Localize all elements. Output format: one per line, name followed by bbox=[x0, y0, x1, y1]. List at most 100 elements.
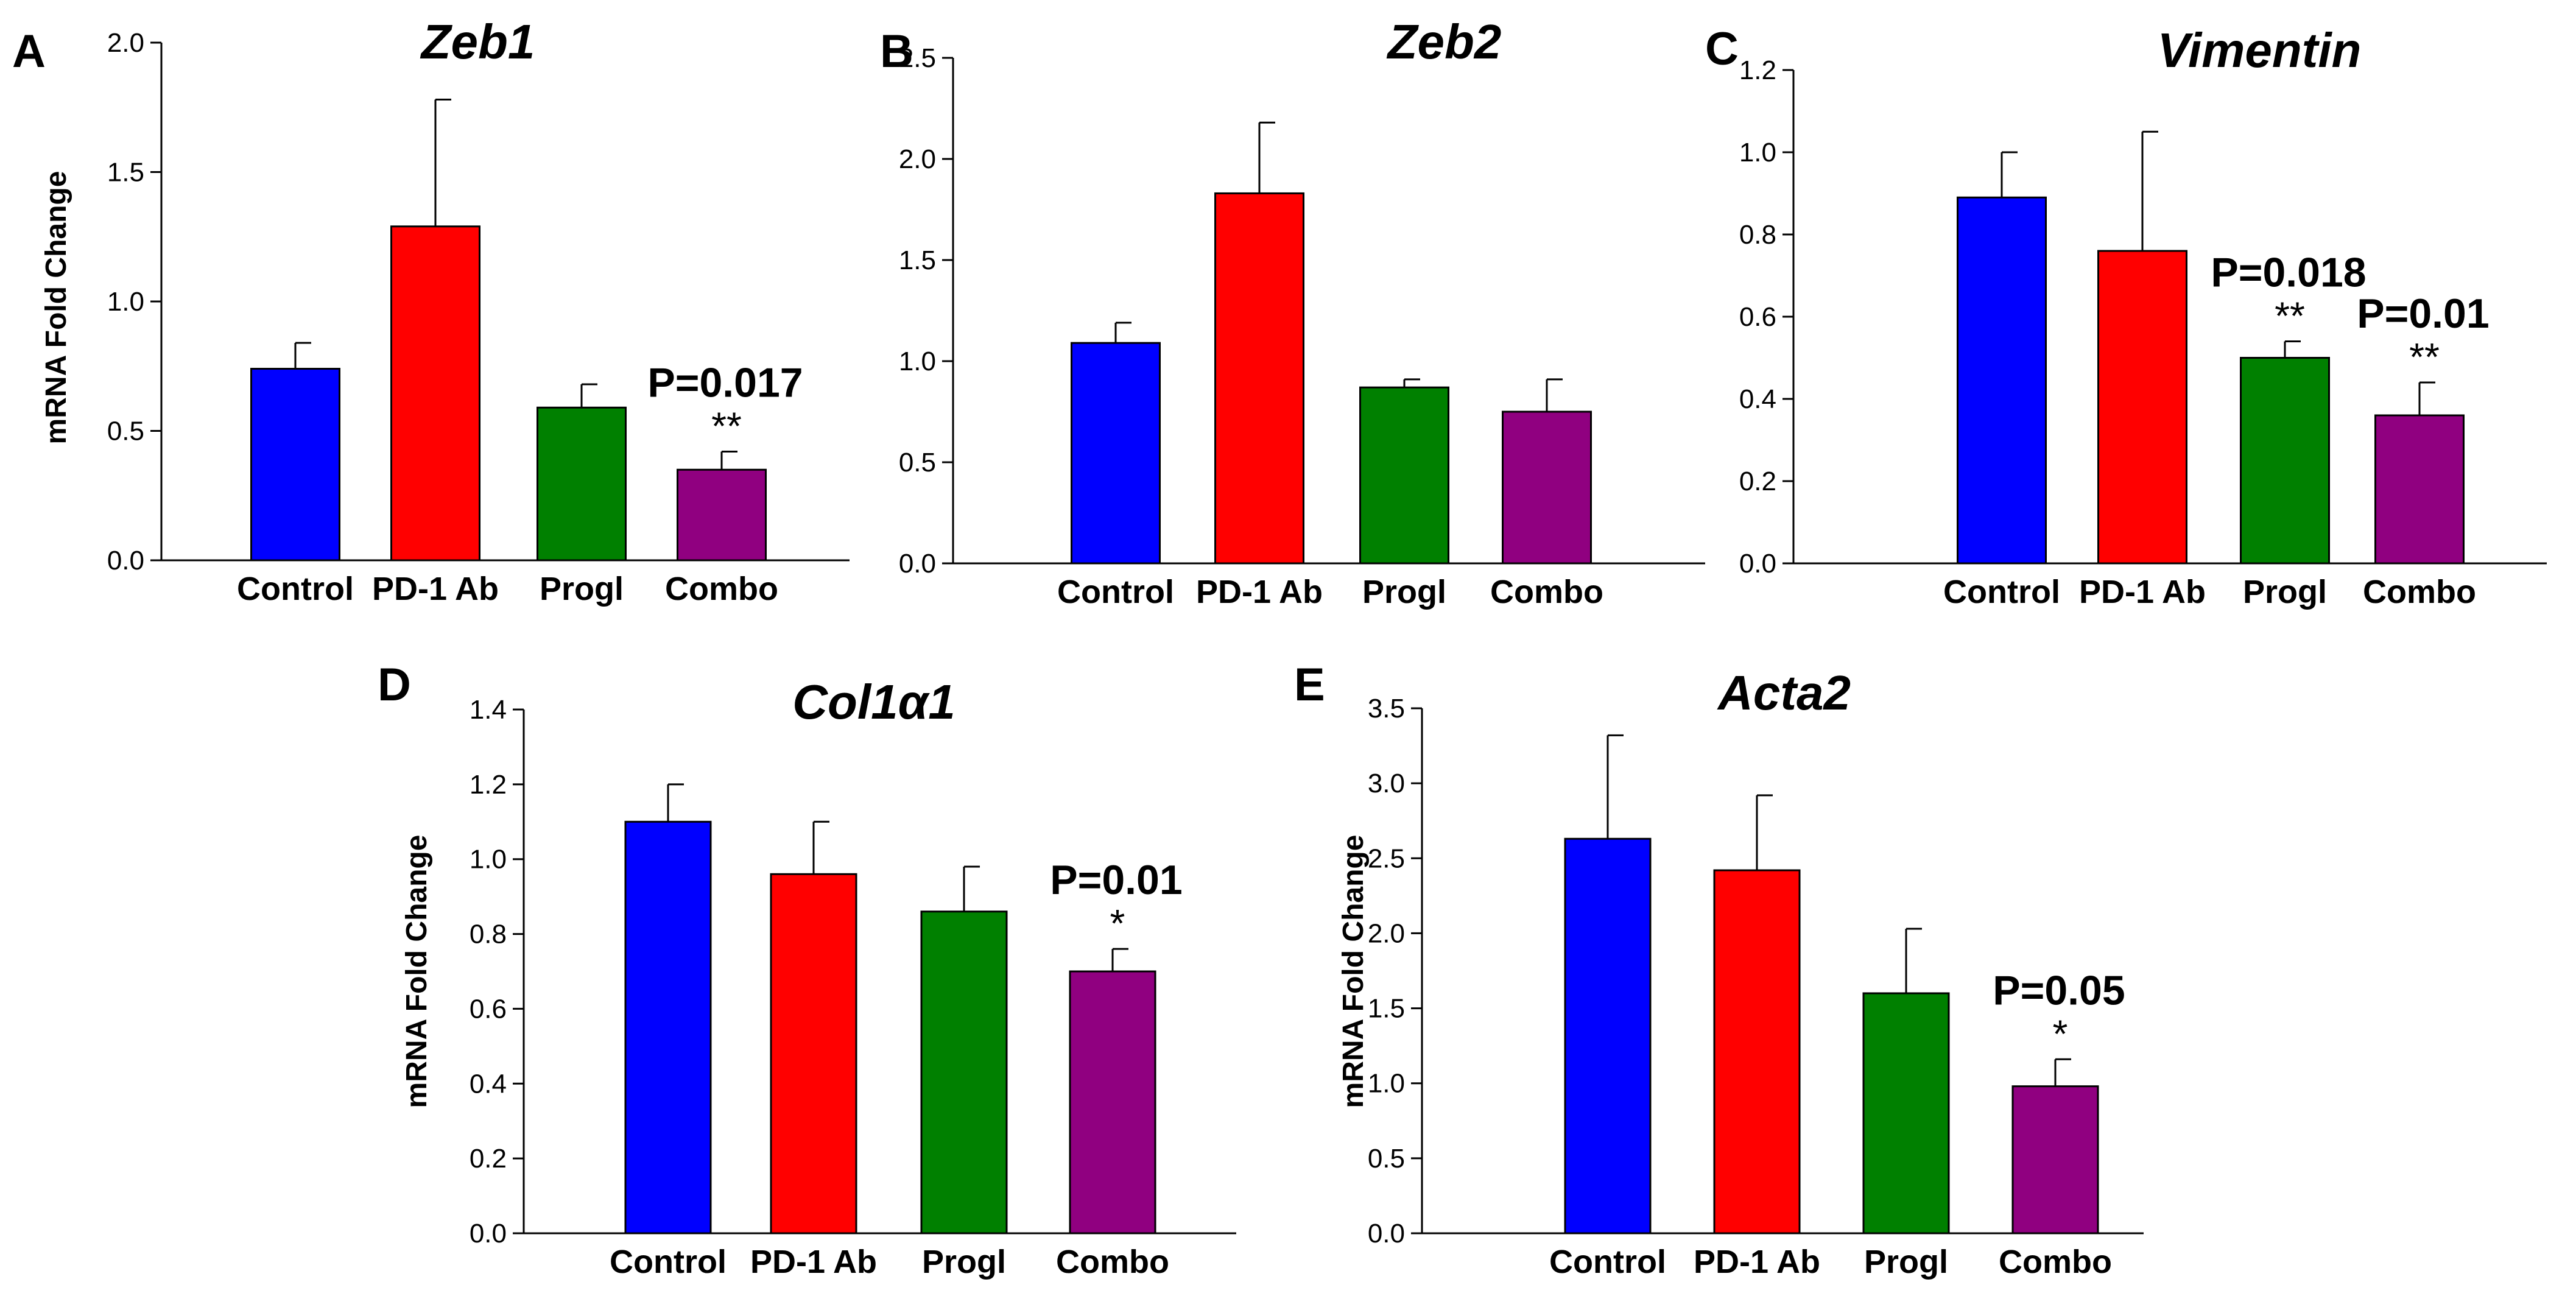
y-tick-label: 1.5 bbox=[107, 158, 144, 188]
bar-pd-1-ab bbox=[390, 225, 480, 562]
bar-progl bbox=[1359, 386, 1449, 565]
p-value-label: P=0.01 bbox=[1050, 857, 1182, 903]
significance-stars: ** bbox=[2409, 335, 2440, 379]
chart-title: Vimentin bbox=[2158, 23, 2362, 77]
x-tick-label: PD-1 Ab bbox=[1694, 1244, 1820, 1280]
x-tick-label: PD-1 Ab bbox=[1196, 574, 1323, 610]
y-tick-label: 0.5 bbox=[899, 448, 936, 477]
bar-pd-1-ab bbox=[1214, 192, 1304, 565]
y-tick-label: 0.0 bbox=[107, 546, 144, 576]
x-tick-label: PD-1 Ab bbox=[372, 571, 499, 607]
p-value-label: P=0.05 bbox=[1993, 967, 2125, 1013]
p-value-label: P=0.01 bbox=[2357, 291, 2489, 337]
bar-control bbox=[1564, 837, 1652, 1234]
bar-progl bbox=[920, 910, 1008, 1234]
x-tick-label: Progl bbox=[922, 1244, 1006, 1280]
bar-combo bbox=[2374, 414, 2465, 565]
x-tick-label: Progl bbox=[2243, 574, 2327, 610]
bar-combo bbox=[677, 468, 767, 562]
x-tick-label: Combo bbox=[2363, 574, 2476, 610]
y-tick-label: 0.4 bbox=[470, 1069, 507, 1099]
y-tick-label: 0.2 bbox=[1739, 467, 1776, 496]
y-tick-label: 0.6 bbox=[1739, 302, 1776, 332]
y-tick-label: 1.5 bbox=[1368, 994, 1405, 1024]
x-tick-label: PD-1 Ab bbox=[750, 1244, 877, 1280]
significance-stars: * bbox=[2053, 1012, 2068, 1055]
bar-pd-1-ab bbox=[1713, 869, 1801, 1234]
y-tick-label: 1.2 bbox=[470, 770, 507, 800]
y-tick-label: 1.0 bbox=[470, 845, 507, 875]
y-tick-label: 0.0 bbox=[1739, 549, 1776, 579]
bar-combo bbox=[1069, 970, 1156, 1234]
p-value-label: P=0.018 bbox=[2211, 250, 2366, 296]
x-tick-label: Combo bbox=[665, 571, 778, 607]
significance-stars: ** bbox=[2275, 294, 2305, 338]
significance-stars: ** bbox=[711, 404, 742, 448]
y-tick-label: 1.4 bbox=[470, 695, 507, 725]
bar-progl bbox=[537, 406, 627, 562]
bar-pd-1-ab bbox=[770, 873, 857, 1234]
y-tick-label: 0.0 bbox=[470, 1219, 507, 1248]
y-tick-label: 0.8 bbox=[1739, 220, 1776, 250]
chart-title: Zeb1 bbox=[420, 15, 535, 69]
chart-title: Col1α1 bbox=[792, 675, 955, 729]
y-tick-label: 0.2 bbox=[470, 1144, 507, 1174]
bar-control bbox=[250, 368, 340, 562]
y-tick-label: 0.4 bbox=[1739, 384, 1776, 414]
y-tick-label: 2.0 bbox=[1368, 918, 1405, 948]
x-tick-label: Control bbox=[610, 1244, 727, 1280]
x-tick-label: Progl bbox=[540, 571, 624, 607]
y-tick-label: 0.5 bbox=[107, 417, 144, 446]
y-tick-label: 2.0 bbox=[107, 28, 144, 58]
y-tick-label: 0.0 bbox=[1368, 1219, 1405, 1248]
significance-stars: * bbox=[1110, 901, 1125, 945]
bar-combo bbox=[1502, 410, 1592, 565]
p-value-label: P=0.017 bbox=[647, 360, 803, 406]
y-tick-label: 1.0 bbox=[1739, 138, 1776, 167]
bar-progl bbox=[1862, 992, 1950, 1234]
y-tick-label: 0.8 bbox=[470, 920, 507, 949]
x-tick-label: Control bbox=[1057, 574, 1174, 610]
chart-title: Acta2 bbox=[1717, 666, 1851, 720]
chart-panel-a: A Zeb1 mRNA Fold Change Control PD-1 Ab Progl… bbox=[12, 15, 850, 607]
x-tick-label: Control bbox=[1943, 574, 2060, 610]
bar-control bbox=[1071, 342, 1161, 565]
x-tick-label: Combo bbox=[1490, 574, 1603, 610]
y-tick-label: 0.5 bbox=[1368, 1144, 1405, 1174]
bar-pd-1-ab bbox=[2097, 250, 2187, 565]
y-tick-label: 2.0 bbox=[899, 144, 936, 174]
bar-combo bbox=[2011, 1085, 2099, 1234]
y-tick-label: 2.5 bbox=[899, 43, 936, 73]
y-tick-label: 1.0 bbox=[899, 347, 936, 376]
y-axis-label: mRNA Fold Change bbox=[40, 171, 72, 445]
x-tick-label: Control bbox=[237, 571, 354, 607]
chart-panel-e: E Acta2 mRNA Fold Change Control PD-1 Ab Prog… bbox=[1294, 659, 2144, 1280]
x-tick-label: Progl bbox=[1864, 1244, 1948, 1280]
y-tick-label: 1.0 bbox=[107, 287, 144, 317]
y-tick-label: 1.0 bbox=[1368, 1069, 1405, 1099]
y-tick-label: 3.0 bbox=[1368, 769, 1405, 798]
bar-control bbox=[624, 820, 712, 1234]
y-tick-label: 3.5 bbox=[1368, 694, 1405, 724]
panel-letter: B bbox=[880, 26, 913, 77]
y-tick-label: 0.6 bbox=[470, 994, 507, 1024]
bar-control bbox=[1957, 196, 2047, 565]
chart-panel-c: C Vimentin Control PD-1 Ab Progl Combo 0.0 0.2 0… bbox=[1705, 23, 2547, 610]
chart-panel-d: D Col1α1 mRNA Fold Change Control PD-1 Ab Pro… bbox=[378, 659, 1236, 1280]
x-tick-label: Progl bbox=[1362, 574, 1446, 610]
panel-letter: E bbox=[1294, 659, 1325, 711]
panel-letter: D bbox=[378, 659, 411, 711]
y-axis-label: mRNA Fold Change bbox=[401, 835, 433, 1108]
panel-letter: C bbox=[1705, 23, 1739, 75]
x-tick-label: Combo bbox=[1056, 1244, 1169, 1280]
x-tick-label: Control bbox=[1549, 1244, 1666, 1280]
y-axis-label: mRNA Fold Change bbox=[1337, 835, 1370, 1108]
x-tick-label: Combo bbox=[1999, 1244, 2112, 1280]
y-tick-label: 2.5 bbox=[1368, 843, 1405, 873]
panel-letter: A bbox=[12, 26, 46, 77]
bar-progl bbox=[2240, 357, 2330, 565]
y-tick-label: 1.2 bbox=[1739, 55, 1776, 85]
chart-panel-b: B Zeb2 Control PD-1 Ab Progl Combo 0.0 0.5 1.0 1.… bbox=[880, 15, 1705, 610]
y-tick-label: 0.0 bbox=[899, 549, 936, 579]
